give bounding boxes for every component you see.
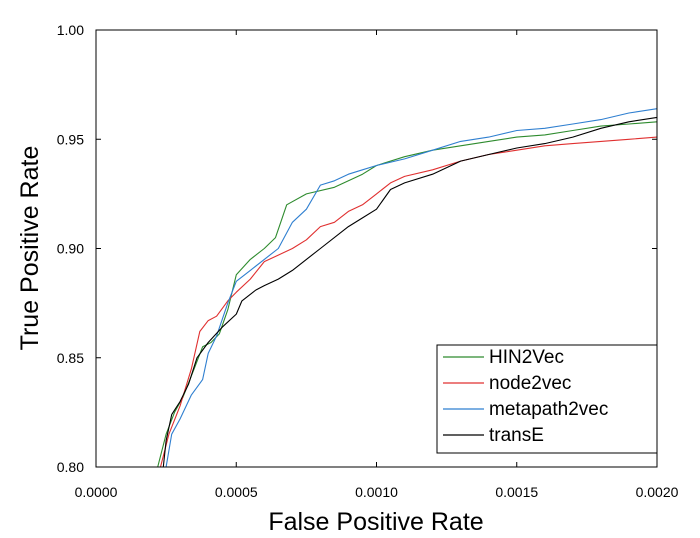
y-tick-label: 0.80 <box>57 459 84 475</box>
series-line-node2vec <box>159 136 658 468</box>
legend-label-transe: transE <box>489 425 544 446</box>
x-tick-label: 0.0005 <box>215 484 258 500</box>
legend-label-node2vec: node2vec <box>489 373 571 394</box>
series-lines <box>157 108 658 468</box>
legend: HIN2Vec node2vec metapath2vec transE <box>436 344 658 454</box>
y-tick-label: 1.00 <box>57 22 84 38</box>
legend-label-hin2vec: HIN2Vec <box>489 347 564 368</box>
y-tick-label: 0.95 <box>57 131 84 147</box>
x-axis-title: False Positive Rate <box>268 508 483 536</box>
x-tick-label: 0.0000 <box>75 484 118 500</box>
y-tick-label: 0.85 <box>57 350 84 366</box>
x-tick-label: 0.0020 <box>636 484 679 500</box>
x-tick-label: 0.0015 <box>495 484 538 500</box>
legend-label-metapath2vec: metapath2vec <box>489 399 608 420</box>
axis-ticks: 0.0000 0.0005 0.0010 0.0015 0.0020 0.80 0.85 0.… <box>57 22 679 500</box>
y-tick-label: 0.90 <box>57 241 84 257</box>
series-line-transe <box>162 116 658 468</box>
y-axis-title: True Positive Rate <box>16 146 44 351</box>
series-line-hin2vec <box>157 121 658 468</box>
x-tick-label: 0.0010 <box>355 484 398 500</box>
series-line-metapath2vec <box>165 108 658 468</box>
